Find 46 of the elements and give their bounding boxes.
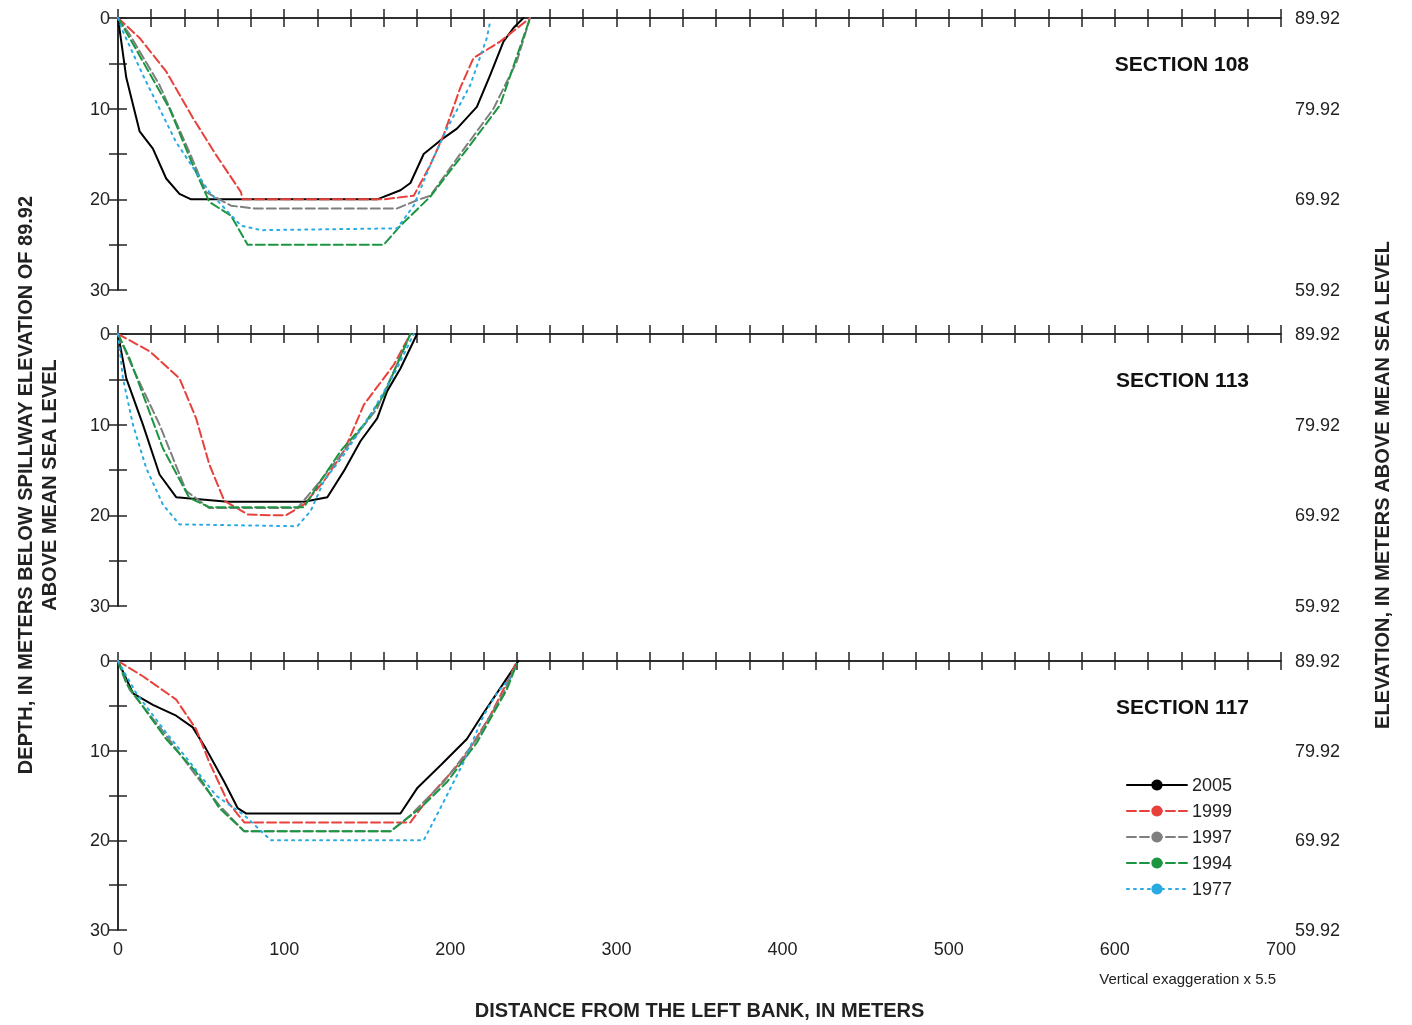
y2-tick-label: 59.92	[1295, 920, 1341, 940]
y-tick-label: 0	[99, 8, 110, 28]
legend-label: 1997	[1191, 827, 1232, 847]
text: SECTION 113	[1115, 368, 1250, 391]
x-tick-label: 200	[435, 939, 466, 959]
x-tick-label: 0	[112, 939, 124, 959]
y2-tick-label: 69.92	[1295, 189, 1341, 210]
y2-tick-label: 69.92	[1295, 505, 1341, 526]
text: SECTION 117	[1115, 695, 1250, 718]
x-tick-label: 600	[1099, 939, 1130, 959]
x-tick-label: 500	[933, 939, 964, 959]
y-tick-label: 20	[89, 505, 110, 526]
y2-tick-label: 59.92	[1295, 596, 1341, 616]
x-tick-label: 700	[1265, 939, 1297, 959]
y2-tick-label: 69.92	[1295, 830, 1341, 851]
y2-axis-title: ELEVATION, IN METERS ABOVE MEAN SEA LEVEL	[1370, 240, 1394, 731]
x-tick-label: 300	[601, 939, 632, 959]
y-tick-label: 20	[89, 830, 110, 851]
y2-tick-label: 79.92	[1295, 98, 1341, 119]
y-tick-label: 0	[99, 324, 110, 344]
x-tick-label: 100	[269, 939, 300, 959]
x-axis-title: DISTANCE FROM THE LEFT BANK, IN METERS	[474, 999, 925, 1021]
legend-label: 1977	[1191, 879, 1232, 899]
y-axis-title: DEPTH, IN METERS BELOW SPILLWAY ELEVATION OF 89.92 ABOVE MEAN SEA LEVEL	[13, 194, 61, 777]
line-series	[117, 17, 492, 232]
legend-label: 1994	[1191, 853, 1232, 873]
y2-tick-label: 89.92	[1295, 324, 1341, 344]
y2-tick-label: 79.92	[1295, 740, 1341, 761]
y2-tick-label: 89.92	[1295, 8, 1341, 28]
text: Vertical exaggeration x 5.5	[1099, 970, 1276, 987]
y2-tick-label: 89.92	[1295, 651, 1341, 671]
y-tick-label: 20	[89, 189, 110, 210]
y2-tick-label: 59.92	[1295, 280, 1341, 300]
y-tick-label: 30	[89, 280, 110, 300]
y-tick-label: 10	[89, 414, 110, 435]
legend-label: 2005	[1191, 775, 1232, 795]
y-tick-label: 30	[89, 920, 110, 940]
x-tick-label: 400	[767, 939, 798, 959]
y-tick-label: 30	[89, 596, 110, 616]
y-tick-label: 0	[99, 651, 110, 671]
line-series	[117, 17, 532, 246]
legend-label: 1999	[1191, 801, 1232, 821]
y-tick-label: 10	[89, 98, 110, 119]
y2-tick-label: 79.92	[1295, 414, 1341, 435]
y-tick-label: 10	[89, 740, 110, 761]
text: SECTION 108	[1114, 52, 1250, 75]
